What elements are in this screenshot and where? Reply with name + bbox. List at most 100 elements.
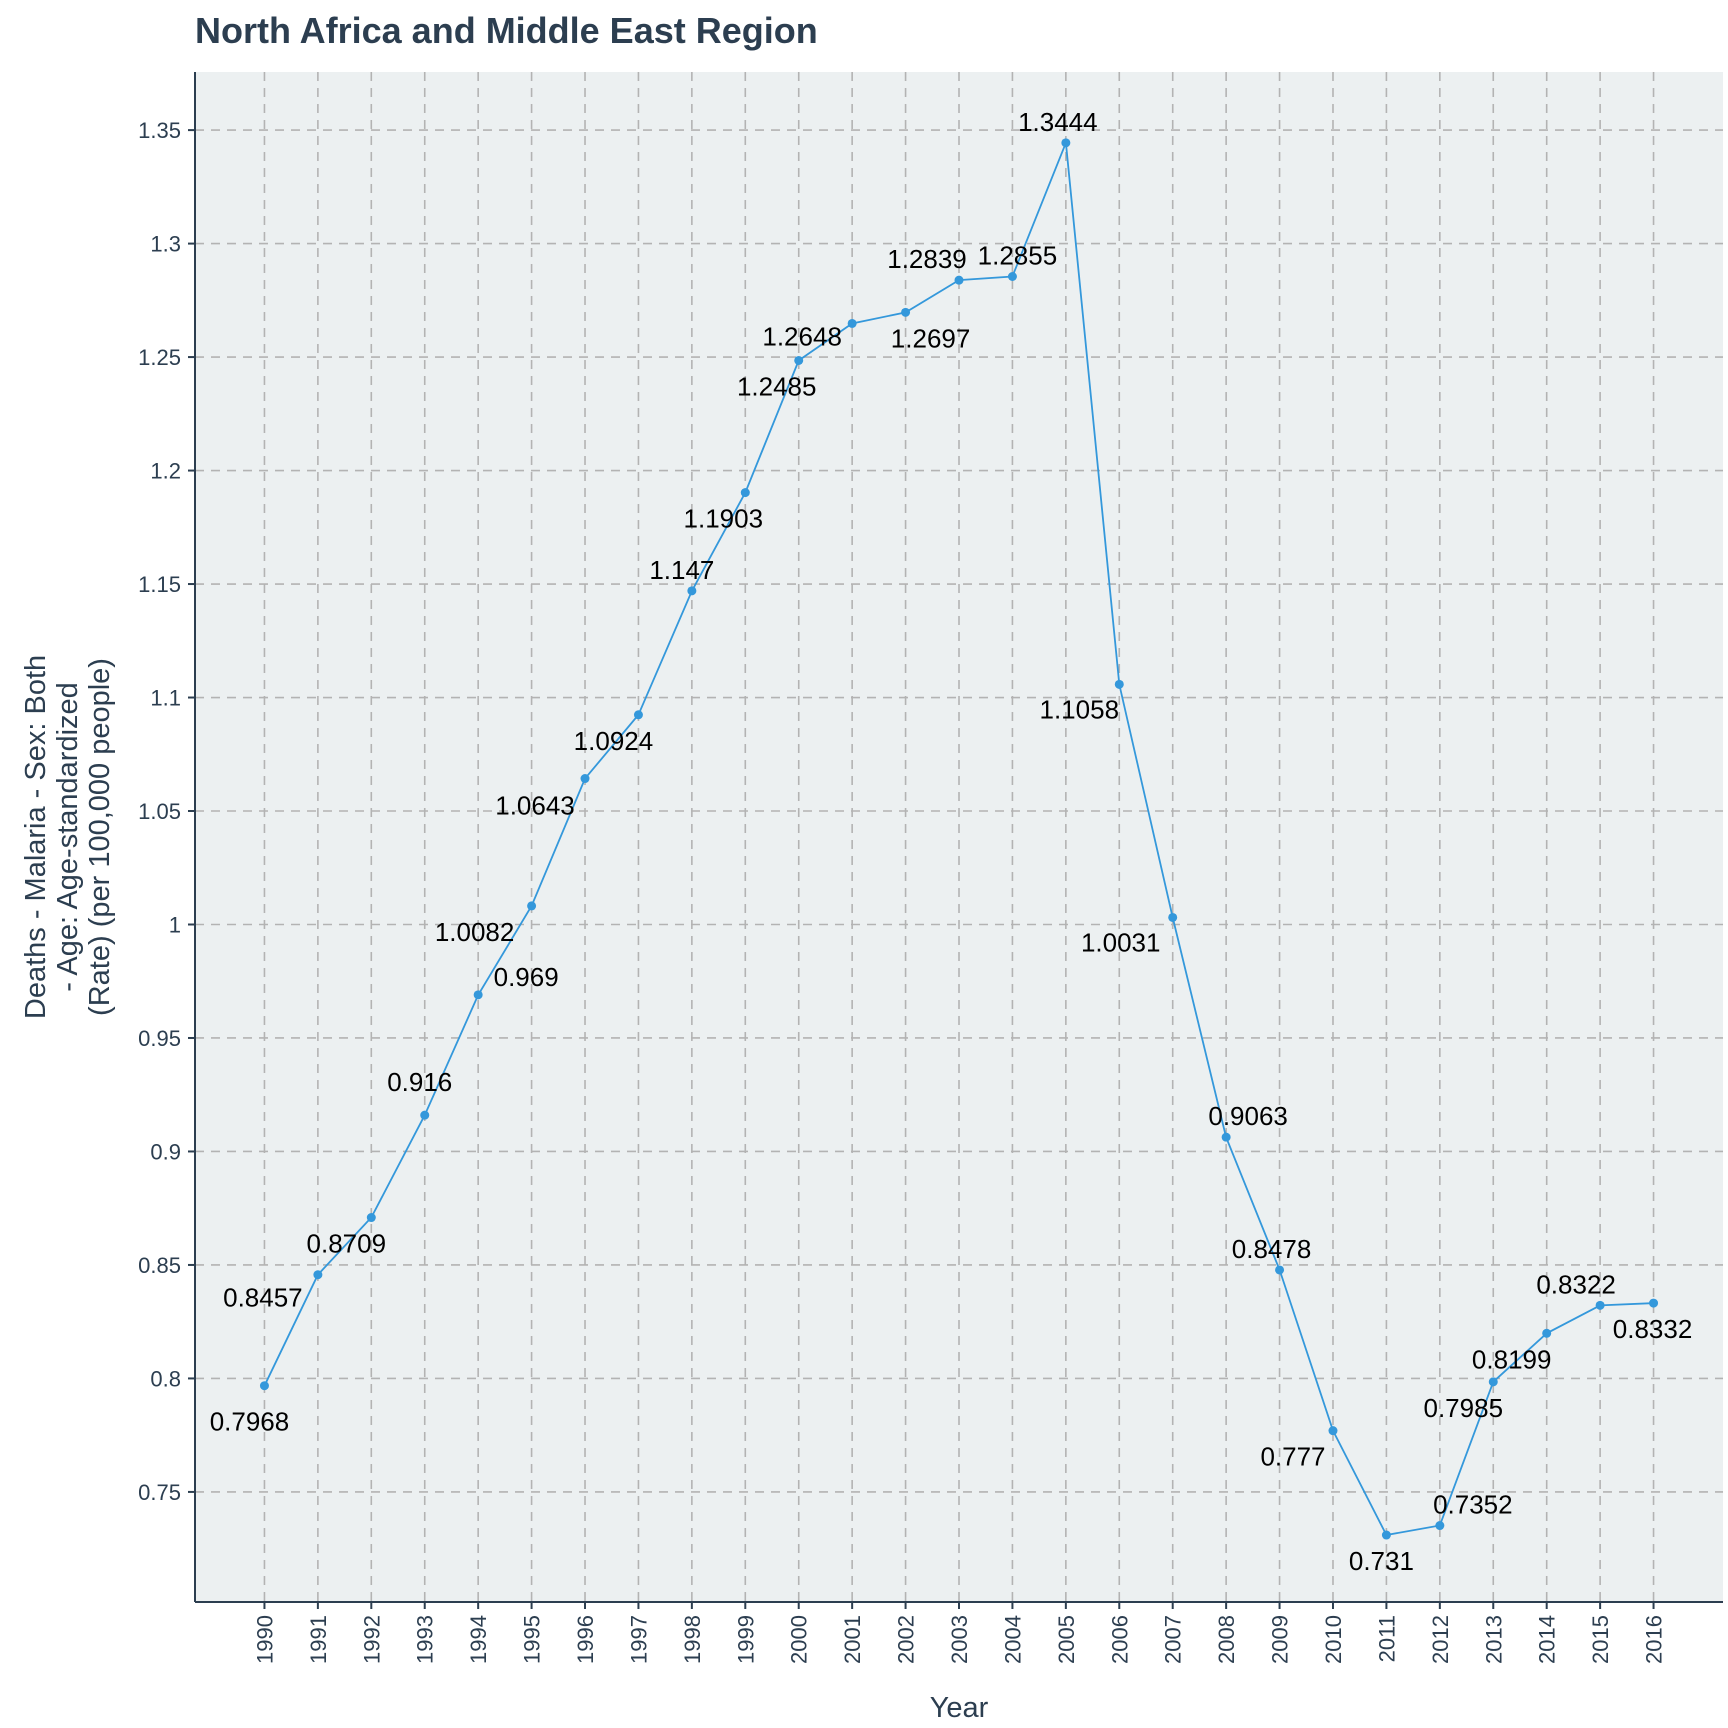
data-points — [259, 138, 1659, 1540]
data-point — [1275, 1265, 1285, 1275]
y-axis-title-line-2: - Age: Age-standardized — [52, 682, 84, 992]
data-label: 0.8199 — [1472, 1344, 1552, 1374]
x-tick-label: 2007 — [1161, 1615, 1186, 1664]
y-tick-label: 1.15 — [138, 572, 181, 597]
y-axis-ticks: 0.75 0.8 0.85 0.9 0.95 1 1.05 1.1 1.15 1.2 1.25 1.3… — [138, 118, 195, 1505]
y-axis-title-line-3: (Rate) (per 100,000 people) — [84, 658, 116, 1016]
data-point — [954, 275, 964, 285]
data-label: 1.2697 — [891, 323, 971, 353]
y-tick-label: 1.25 — [138, 345, 181, 370]
data-point — [1114, 679, 1124, 689]
data-label: 0.8478 — [1232, 1234, 1312, 1264]
data-point — [1328, 1426, 1338, 1436]
data-label: 0.731 — [1349, 1546, 1414, 1576]
data-point — [1488, 1377, 1498, 1387]
data-label: 0.8322 — [1536, 1269, 1616, 1299]
x-tick-label: 1996 — [573, 1615, 598, 1664]
data-label: 0.8332 — [1613, 1314, 1693, 1344]
x-tick-label: 2016 — [1642, 1615, 1667, 1664]
data-label: 1.0031 — [1081, 927, 1161, 957]
x-tick-label: 2005 — [1054, 1615, 1079, 1664]
data-point — [633, 710, 643, 720]
x-axis-ticks: 1990 1991 1992 1993 1994 1995 1996 1997 1998 1999… — [252, 1602, 1667, 1664]
data-point — [1007, 271, 1017, 281]
x-tick-label: 1994 — [466, 1615, 491, 1664]
data-point — [527, 901, 537, 911]
data-point — [1381, 1530, 1391, 1540]
x-tick-label: 2012 — [1428, 1615, 1453, 1664]
x-tick-label: 2006 — [1107, 1615, 1132, 1664]
y-tick-label: 0.75 — [138, 1480, 181, 1505]
x-tick-label: 2004 — [1000, 1615, 1025, 1664]
y-tick-label: 0.85 — [138, 1253, 181, 1278]
data-label: 0.969 — [494, 962, 559, 992]
x-tick-label: 1992 — [359, 1615, 384, 1664]
data-point — [1435, 1521, 1445, 1531]
x-tick-label: 2010 — [1321, 1615, 1346, 1664]
data-point — [580, 774, 590, 784]
y-tick-label: 1.1 — [150, 686, 181, 711]
panel-background — [195, 72, 1723, 1602]
data-label: 1.0643 — [495, 791, 575, 821]
x-tick-label: 2015 — [1588, 1615, 1613, 1664]
x-tick-label: 2009 — [1268, 1615, 1293, 1664]
x-tick-label: 1997 — [626, 1615, 651, 1664]
data-point — [1061, 138, 1071, 148]
data-point — [794, 355, 804, 365]
data-label: 0.7352 — [1433, 1490, 1513, 1520]
data-point — [473, 990, 483, 1000]
data-point — [1595, 1300, 1605, 1310]
data-point — [1649, 1298, 1659, 1308]
data-label: 1.2648 — [762, 321, 842, 351]
data-label: 1.1903 — [684, 504, 764, 534]
x-tick-label: 2003 — [947, 1615, 972, 1664]
data-label: 0.777 — [1260, 1442, 1325, 1472]
x-tick-label: 2011 — [1374, 1615, 1399, 1662]
x-tick-label: 2000 — [787, 1615, 812, 1664]
data-label: 1.2855 — [978, 240, 1058, 270]
x-tick-label: 2008 — [1214, 1615, 1239, 1664]
x-tick-label: 1991 — [306, 1615, 331, 1664]
x-tick-label: 2013 — [1481, 1615, 1506, 1664]
x-tick-label: 1995 — [520, 1615, 545, 1664]
data-point — [687, 586, 697, 596]
data-point — [1221, 1132, 1231, 1142]
data-label: 1.147 — [649, 555, 714, 585]
y-tick-label: 1.3 — [150, 232, 181, 257]
y-axis-title-line-1: Deaths - Malaria - Sex: Both — [20, 655, 52, 1019]
data-point — [901, 307, 911, 317]
data-point — [259, 1381, 269, 1391]
x-tick-label: 1990 — [252, 1615, 277, 1664]
data-label: 0.7985 — [1424, 1393, 1504, 1423]
data-label: 0.7968 — [210, 1407, 290, 1437]
y-tick-label: 0.8 — [150, 1366, 181, 1391]
data-point — [313, 1270, 323, 1280]
y-tick-label: 1.05 — [138, 799, 181, 824]
data-label: 0.916 — [387, 1067, 452, 1097]
data-point — [366, 1213, 376, 1223]
data-point — [420, 1110, 430, 1120]
y-tick-label: 0.95 — [138, 1026, 181, 1051]
data-label: 1.0082 — [435, 917, 515, 947]
data-label: 1.2839 — [887, 244, 967, 274]
data-label: 0.8709 — [307, 1229, 387, 1259]
x-tick-label: 1999 — [733, 1615, 758, 1664]
data-label: 0.9063 — [1208, 1101, 1288, 1131]
data-label: 0.8457 — [223, 1283, 303, 1313]
y-axis-title: Deaths - Malaria - Sex: Both - Age: Age-… — [20, 655, 116, 1019]
y-tick-label: 1.2 — [150, 459, 181, 484]
data-label: 1.3444 — [1018, 107, 1098, 137]
x-tick-label: 1993 — [413, 1615, 438, 1664]
data-point — [1168, 912, 1178, 922]
x-tick-label: 1998 — [680, 1615, 705, 1664]
y-tick-label: 0.9 — [150, 1139, 181, 1164]
data-label: 1.2485 — [737, 371, 817, 401]
chart-title: North Africa and Middle East Region — [195, 10, 818, 51]
data-label: 1.0924 — [574, 726, 654, 756]
x-axis-title: Year — [930, 1692, 989, 1724]
x-tick-label: 2002 — [894, 1615, 919, 1664]
y-tick-label: 1 — [169, 912, 181, 937]
